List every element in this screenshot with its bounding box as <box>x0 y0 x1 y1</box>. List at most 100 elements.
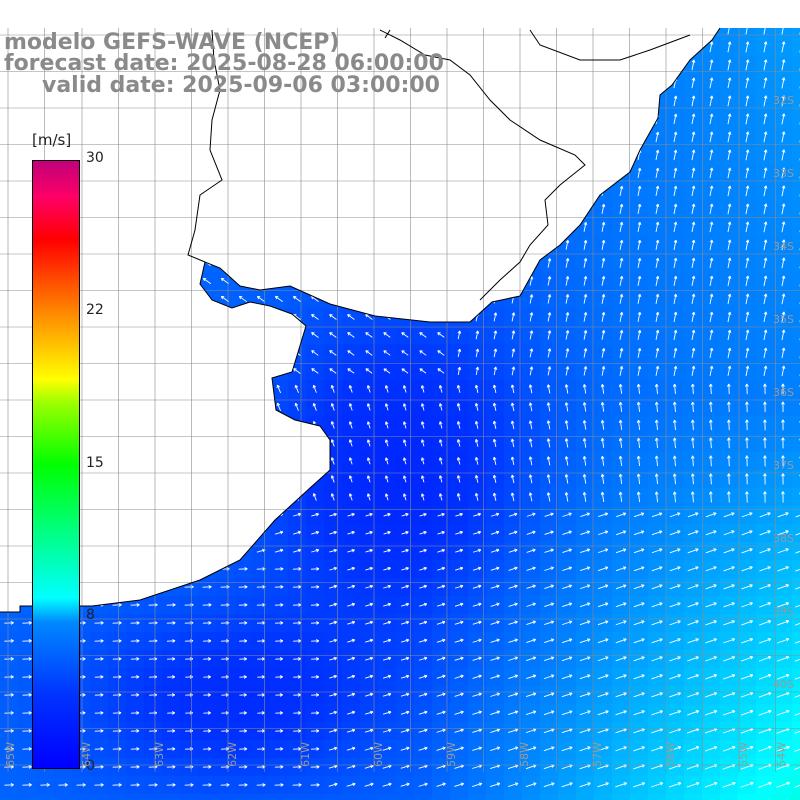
field-cell <box>774 28 792 38</box>
field-cell <box>792 758 800 776</box>
field-cell <box>216 794 234 800</box>
lon-label-59w: 59W <box>445 742 458 767</box>
field-cell <box>792 560 800 578</box>
field-cell <box>666 794 684 800</box>
field-cell <box>792 434 800 452</box>
field-cell <box>792 524 800 542</box>
field-cell <box>684 794 702 800</box>
field-cell <box>504 794 522 800</box>
field-cell <box>252 794 270 800</box>
lat-label-36s: 36S <box>773 386 794 399</box>
field-cell <box>0 794 18 800</box>
lon-label-61w: 61W <box>299 742 312 767</box>
field-cell <box>702 794 720 800</box>
field-cell <box>360 794 378 800</box>
field-cell <box>774 794 792 800</box>
field-cell <box>792 740 800 758</box>
colorbar-tick-22: 22 <box>86 302 104 318</box>
field-cell <box>18 794 36 800</box>
field-cell <box>576 794 594 800</box>
field-cell <box>792 200 800 218</box>
colorbar <box>32 160 80 769</box>
field-cell <box>558 794 576 800</box>
lon-label-65w: 65W <box>4 742 17 767</box>
field-cell <box>324 794 342 800</box>
field-cell <box>270 794 288 800</box>
field-cell <box>738 794 756 800</box>
field-cell <box>792 614 800 632</box>
field-cell <box>792 326 800 344</box>
valid-date: valid date: 2025-09-06 03:00:00 <box>42 73 440 98</box>
field-cell <box>738 28 756 38</box>
lon-label-64w: 64W <box>80 742 93 767</box>
field-cell <box>522 794 540 800</box>
lon-label-63w: 63W <box>153 742 166 767</box>
field-cell <box>198 794 216 800</box>
field-cell <box>792 488 800 506</box>
field-cell <box>792 506 800 524</box>
field-cell <box>648 794 666 800</box>
field-cell <box>540 794 558 800</box>
lat-label-35s: 35S <box>773 313 794 326</box>
field-cell <box>792 28 800 38</box>
field-cell <box>396 794 414 800</box>
field-cell <box>792 146 800 164</box>
lon-label-62w: 62W <box>226 742 239 767</box>
field-cell <box>792 92 800 110</box>
field-cell <box>108 794 126 800</box>
field-cell <box>144 794 162 800</box>
field-cell <box>792 632 800 650</box>
field-cell <box>72 794 90 800</box>
field-cell <box>36 794 54 800</box>
field-cell <box>126 794 144 800</box>
field-cell <box>792 578 800 596</box>
field-cell <box>612 794 630 800</box>
field-cell <box>792 38 800 56</box>
field-cell <box>162 794 180 800</box>
field-cell <box>432 794 450 800</box>
field-cell <box>792 416 800 434</box>
colorbar-unit: [m/s] <box>32 131 72 149</box>
lat-label-32s: 32S <box>773 94 794 107</box>
field-cell <box>792 380 800 398</box>
field-cell <box>792 794 800 800</box>
field-cell <box>594 794 612 800</box>
field-cell <box>306 794 324 800</box>
field-cell <box>792 704 800 722</box>
field-cell <box>792 722 800 740</box>
field-cell <box>234 794 252 800</box>
field-cell <box>414 794 432 800</box>
field-cell <box>450 794 468 800</box>
field-cell <box>720 794 738 800</box>
field-cell <box>792 308 800 326</box>
field-cell <box>792 776 800 794</box>
field-cell <box>792 542 800 560</box>
lon-label-56w: 56W <box>664 742 677 767</box>
field-cell <box>792 470 800 488</box>
field-cell <box>792 128 800 146</box>
field-cell <box>792 164 800 182</box>
field-cell <box>54 794 72 800</box>
field-cell <box>468 794 486 800</box>
field-cell <box>792 74 800 92</box>
lat-label-37s: 37S <box>773 459 794 472</box>
field-cell <box>792 56 800 74</box>
colorbar-tick-8: 8 <box>86 607 95 623</box>
lon-label-54w: 54W <box>775 742 788 767</box>
field-cell <box>792 110 800 128</box>
field-cell <box>342 794 360 800</box>
lat-label-40s: 40S <box>773 678 794 691</box>
lat-label-39s: 39S <box>773 605 794 618</box>
field-cell <box>720 28 738 38</box>
lat-label-38s: 38S <box>773 532 794 545</box>
field-cell <box>180 794 198 800</box>
field-cell <box>792 362 800 380</box>
lat-label-34s: 34S <box>773 240 794 253</box>
field-cell <box>792 236 800 254</box>
field-cell <box>792 398 800 416</box>
field-cell <box>792 344 800 362</box>
field-cell <box>792 182 800 200</box>
lon-label-55w: 55W <box>737 742 750 767</box>
